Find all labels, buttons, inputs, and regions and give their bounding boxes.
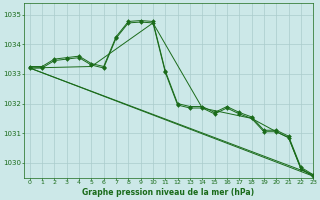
X-axis label: Graphe pression niveau de la mer (hPa): Graphe pression niveau de la mer (hPa) [82, 188, 254, 197]
